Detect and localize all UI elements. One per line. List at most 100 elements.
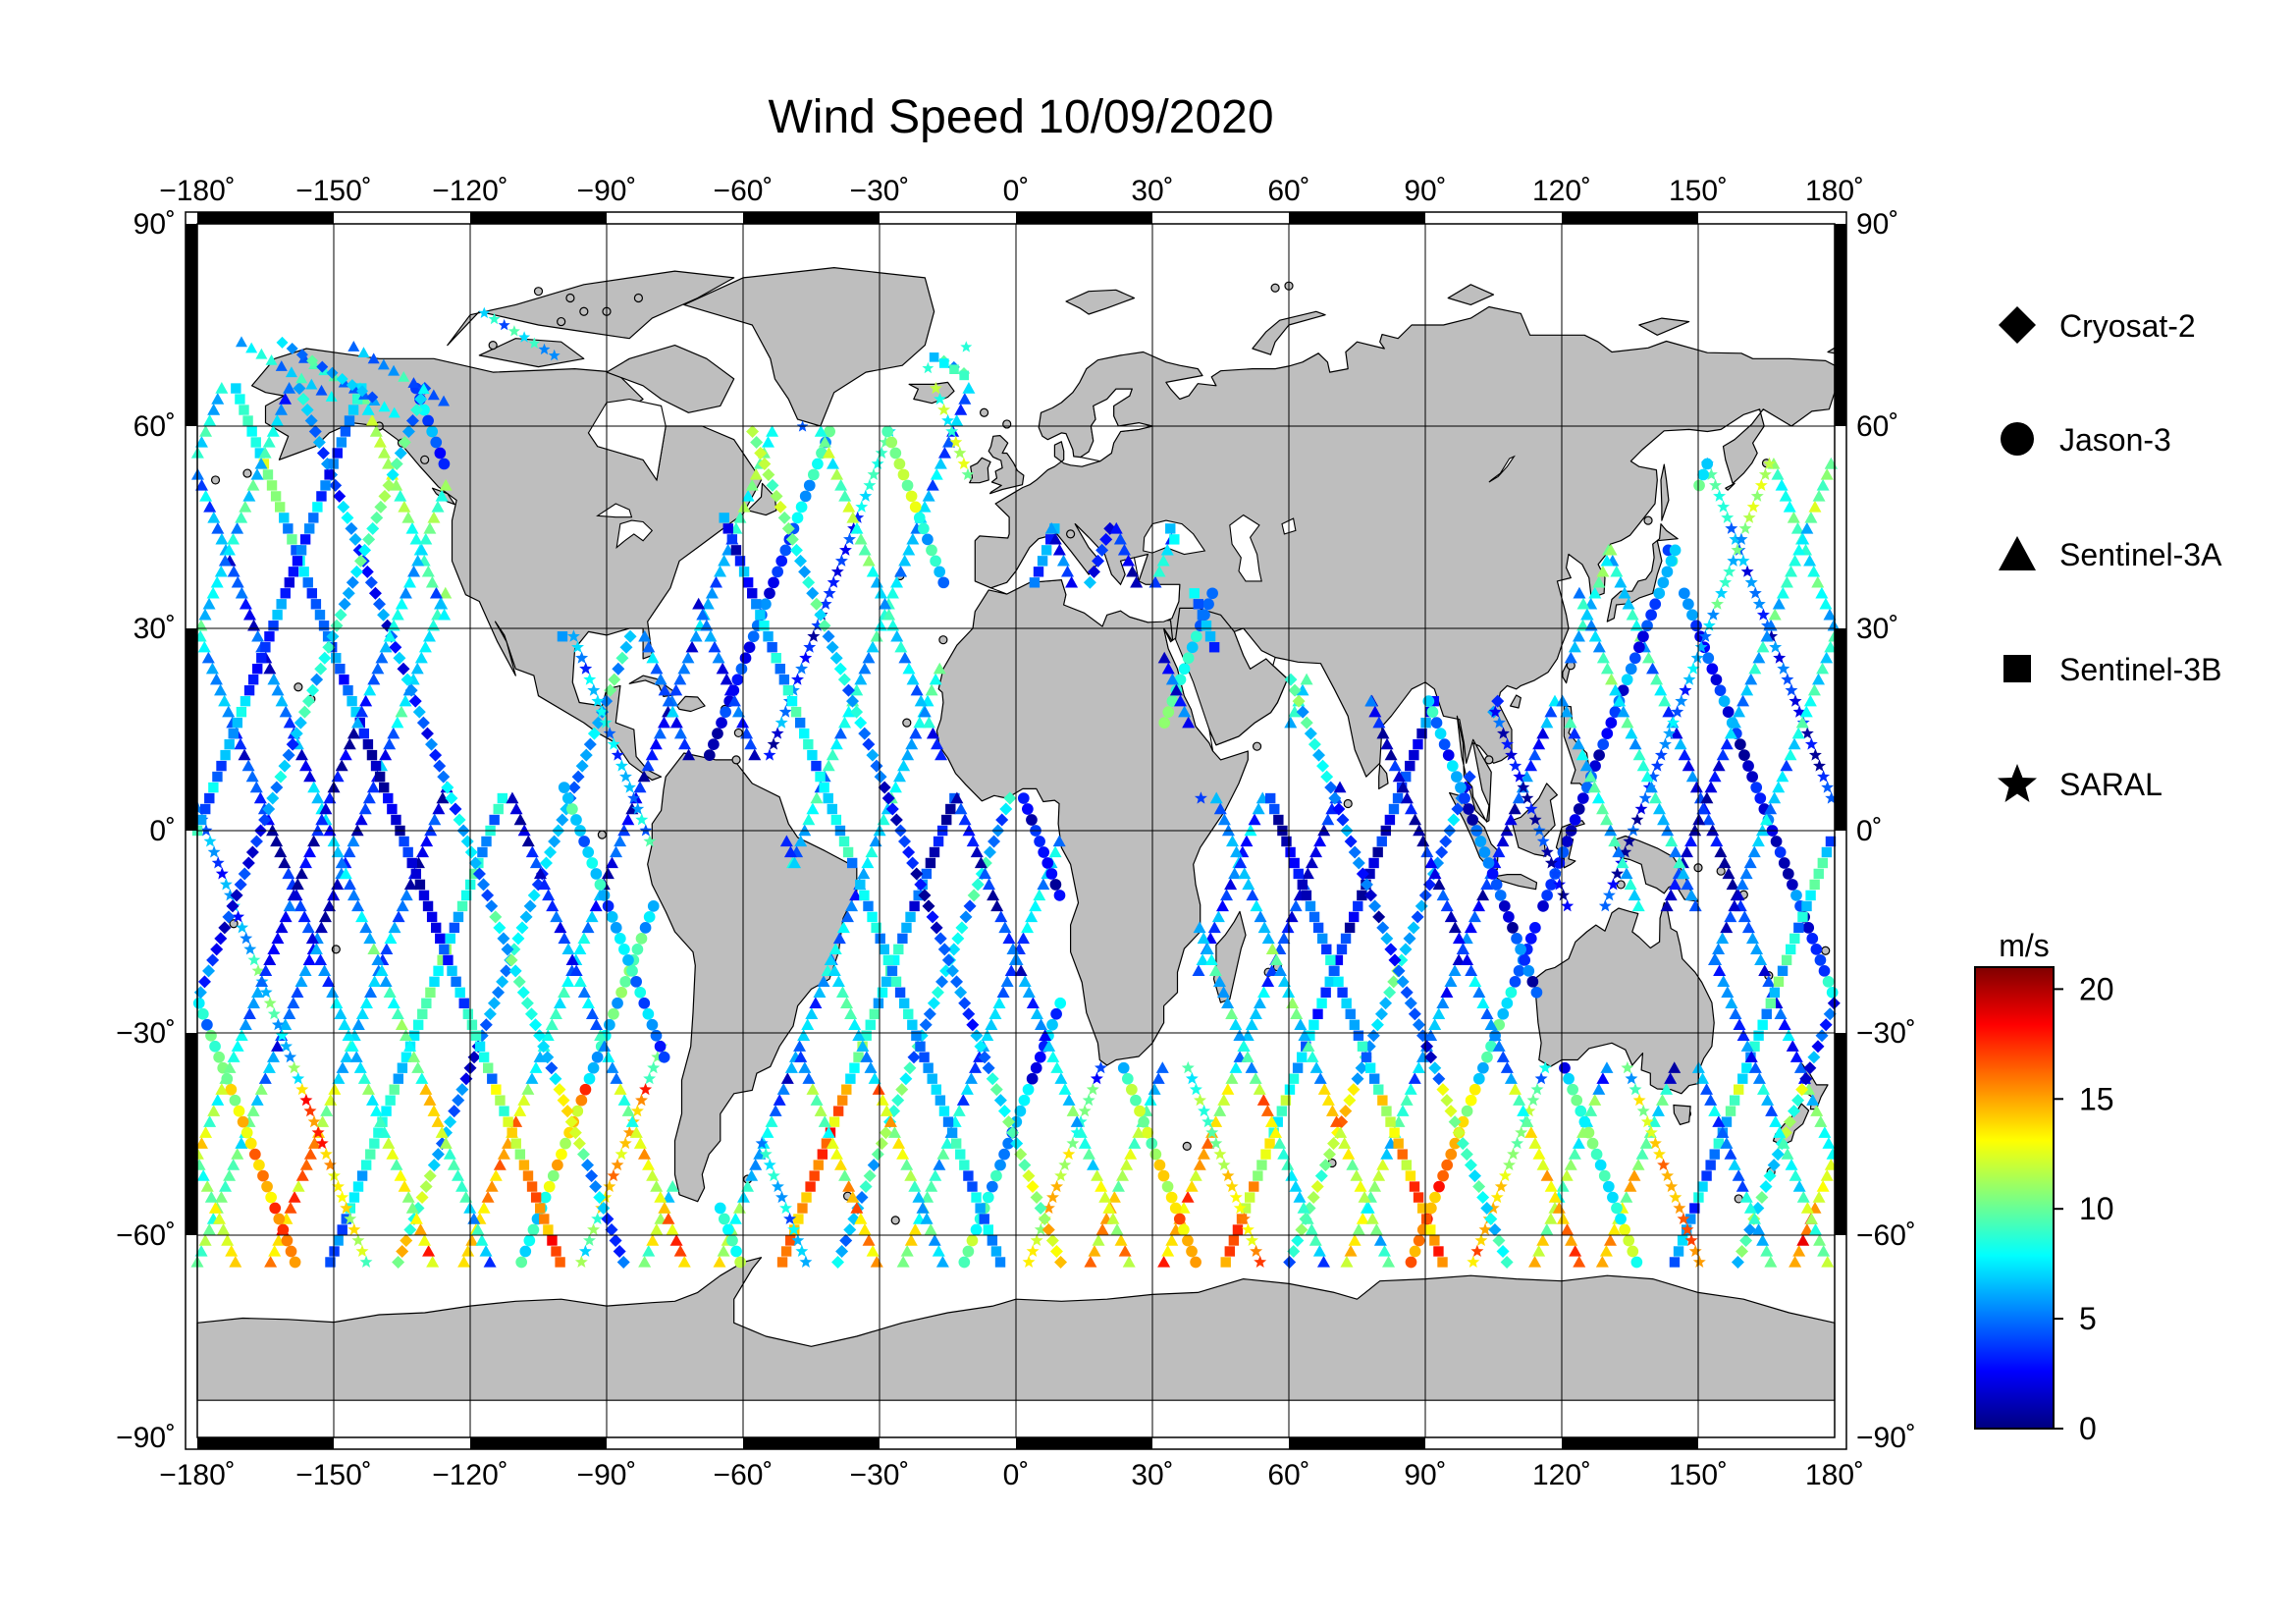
wind-obs-saral <box>1646 770 1660 783</box>
wind-obs-sentinel-3a <box>766 424 779 437</box>
wind-obs-saral <box>1692 1255 1706 1268</box>
wind-obs-jason-3 <box>205 1029 217 1042</box>
wind-obs-sentinel-3a <box>633 781 647 793</box>
wind-obs-saral <box>1233 1201 1247 1215</box>
wind-obs-saral <box>1769 640 1783 653</box>
wind-obs-sentinel-3a <box>654 1191 667 1203</box>
wind-obs-sentinel-3a <box>1155 1061 1169 1073</box>
wind-obs-cryosat-2 <box>1344 835 1358 848</box>
wind-obs-cryosat-2 <box>1387 975 1401 989</box>
wind-obs-cryosat-2 <box>999 802 1013 816</box>
wind-obs-sentinel-3a <box>287 997 300 1008</box>
wind-obs-sentinel-3b <box>453 911 464 923</box>
wind-obs-sentinel-3a <box>1193 921 1206 934</box>
wind-obs-sentinel-3a <box>1182 716 1196 729</box>
wind-obs-sentinel-3a <box>1226 835 1240 847</box>
wind-obs-sentinel-3a <box>1732 889 1745 901</box>
wind-obs-sentinel-3a <box>367 352 380 364</box>
wind-obs-sentinel-3b <box>828 1116 840 1127</box>
wind-obs-sentinel-3a <box>1556 1180 1570 1192</box>
wind-obs-jason-3 <box>1690 620 1702 632</box>
wind-obs-cryosat-2 <box>437 770 451 784</box>
wind-obs-sentinel-3a <box>1528 1137 1542 1149</box>
legend-label: Jason-3 <box>2059 422 2171 458</box>
wind-obs-sentinel-3a <box>287 889 300 901</box>
wind-obs-jason-3 <box>527 1223 540 1236</box>
wind-obs-saral <box>236 921 249 934</box>
wind-obs-saral <box>1677 1212 1690 1224</box>
wind-obs-jason-3 <box>1682 598 1694 611</box>
wind-obs-sentinel-3b <box>1329 965 1340 977</box>
wind-obs-saral <box>1553 878 1567 891</box>
wind-obs-sentinel-3a <box>1050 1061 1064 1073</box>
wind-obs-saral <box>1498 1168 1512 1182</box>
wind-obs-sentinel-3a <box>1488 1029 1502 1041</box>
wind-obs-sentinel-3a <box>268 1244 282 1257</box>
wind-obs-jason-3 <box>1130 1094 1142 1107</box>
wind-obs-sentinel-3a <box>1313 1072 1327 1084</box>
wind-obs-saral <box>775 1190 788 1204</box>
wind-obs-sentinel-3a <box>294 867 308 880</box>
wind-obs-sentinel-3a <box>840 910 854 923</box>
wind-obs-sentinel-3a <box>1300 673 1313 685</box>
wind-obs-cryosat-2 <box>508 964 522 978</box>
wind-obs-sentinel-3a <box>1161 1244 1175 1257</box>
wind-obs-sentinel-3a <box>1706 824 1720 837</box>
wind-obs-sentinel-3a <box>279 910 293 923</box>
wind-obs-jason-3 <box>990 1169 1002 1182</box>
wind-obs-sentinel-3a <box>194 435 208 448</box>
wind-obs-sentinel-3a <box>355 705 369 718</box>
land-arctic-islands-c <box>606 345 735 413</box>
wind-obs-cryosat-2 <box>505 953 518 967</box>
wind-obs-sentinel-3a <box>748 748 762 761</box>
wind-obs-sentinel-3a <box>1632 748 1646 761</box>
wind-obs-cryosat-2 <box>1476 1191 1490 1205</box>
wind-obs-cryosat-2 <box>393 651 406 665</box>
wind-obs-sentinel-3a <box>1373 1233 1387 1246</box>
wind-obs-jason-3 <box>1041 857 1054 869</box>
wind-obs-sentinel-3a <box>422 629 436 642</box>
wind-obs-jason-3 <box>1507 922 1519 934</box>
wind-obs-sentinel-3b <box>250 437 261 448</box>
wind-obs-jason-3 <box>1605 717 1618 729</box>
wind-obs-jason-3 <box>1142 1126 1154 1139</box>
wind-obs-sentinel-3a <box>1776 586 1789 599</box>
wind-obs-jason-3 <box>909 501 922 514</box>
wind-obs-sentinel-3b <box>1285 846 1296 858</box>
wind-obs-cryosat-2 <box>346 379 358 392</box>
wind-obs-sentinel-3a <box>956 1094 970 1106</box>
wind-obs-sentinel-3a <box>265 353 278 365</box>
wind-obs-sentinel-3b <box>1765 998 1777 1008</box>
wind-obs-jason-3 <box>237 1115 249 1128</box>
wind-obs-sentinel-3a <box>1803 694 1817 707</box>
wind-obs-sentinel-3b <box>1793 922 1804 934</box>
wind-obs-sentinel-3b <box>358 728 370 739</box>
wind-obs-sentinel-3a <box>779 835 793 847</box>
wind-obs-cryosat-2 <box>1807 1051 1821 1064</box>
wind-obs-cryosat-2 <box>286 343 298 355</box>
wind-obs-sentinel-3a <box>928 1233 941 1246</box>
wind-obs-jason-3 <box>1790 890 1802 901</box>
wind-obs-sentinel-3b <box>417 1008 428 1019</box>
wind-obs-sentinel-3b <box>1673 1246 1684 1257</box>
wind-obs-sentinel-3b <box>1388 803 1400 815</box>
wind-obs-sentinel-3a <box>467 1213 481 1224</box>
wind-obs-sentinel-3a <box>359 997 373 1008</box>
wind-obs-sentinel-3a <box>1744 1051 1758 1062</box>
wind-obs-saral <box>1808 748 1822 761</box>
wind-obs-sentinel-3a <box>211 521 225 534</box>
wind-obs-sentinel-3a <box>254 457 268 469</box>
wind-obs-jason-3 <box>1002 1137 1015 1150</box>
wind-obs-jason-3 <box>1190 630 1202 643</box>
wind-obs-saral <box>1246 1233 1258 1246</box>
wind-obs-jason-3 <box>893 458 906 470</box>
wind-obs-cryosat-2 <box>1049 1244 1063 1258</box>
wind-obs-sentinel-3a <box>1678 748 1691 761</box>
wind-obs-sentinel-3b <box>356 1170 368 1181</box>
island <box>242 468 252 478</box>
wind-obs-sentinel-3a <box>434 597 448 610</box>
wind-obs-saral <box>1644 1125 1658 1139</box>
wind-obs-sentinel-3a <box>926 478 939 491</box>
wind-obs-saral <box>323 1158 337 1171</box>
wind-obs-sentinel-3a <box>1708 1105 1722 1116</box>
